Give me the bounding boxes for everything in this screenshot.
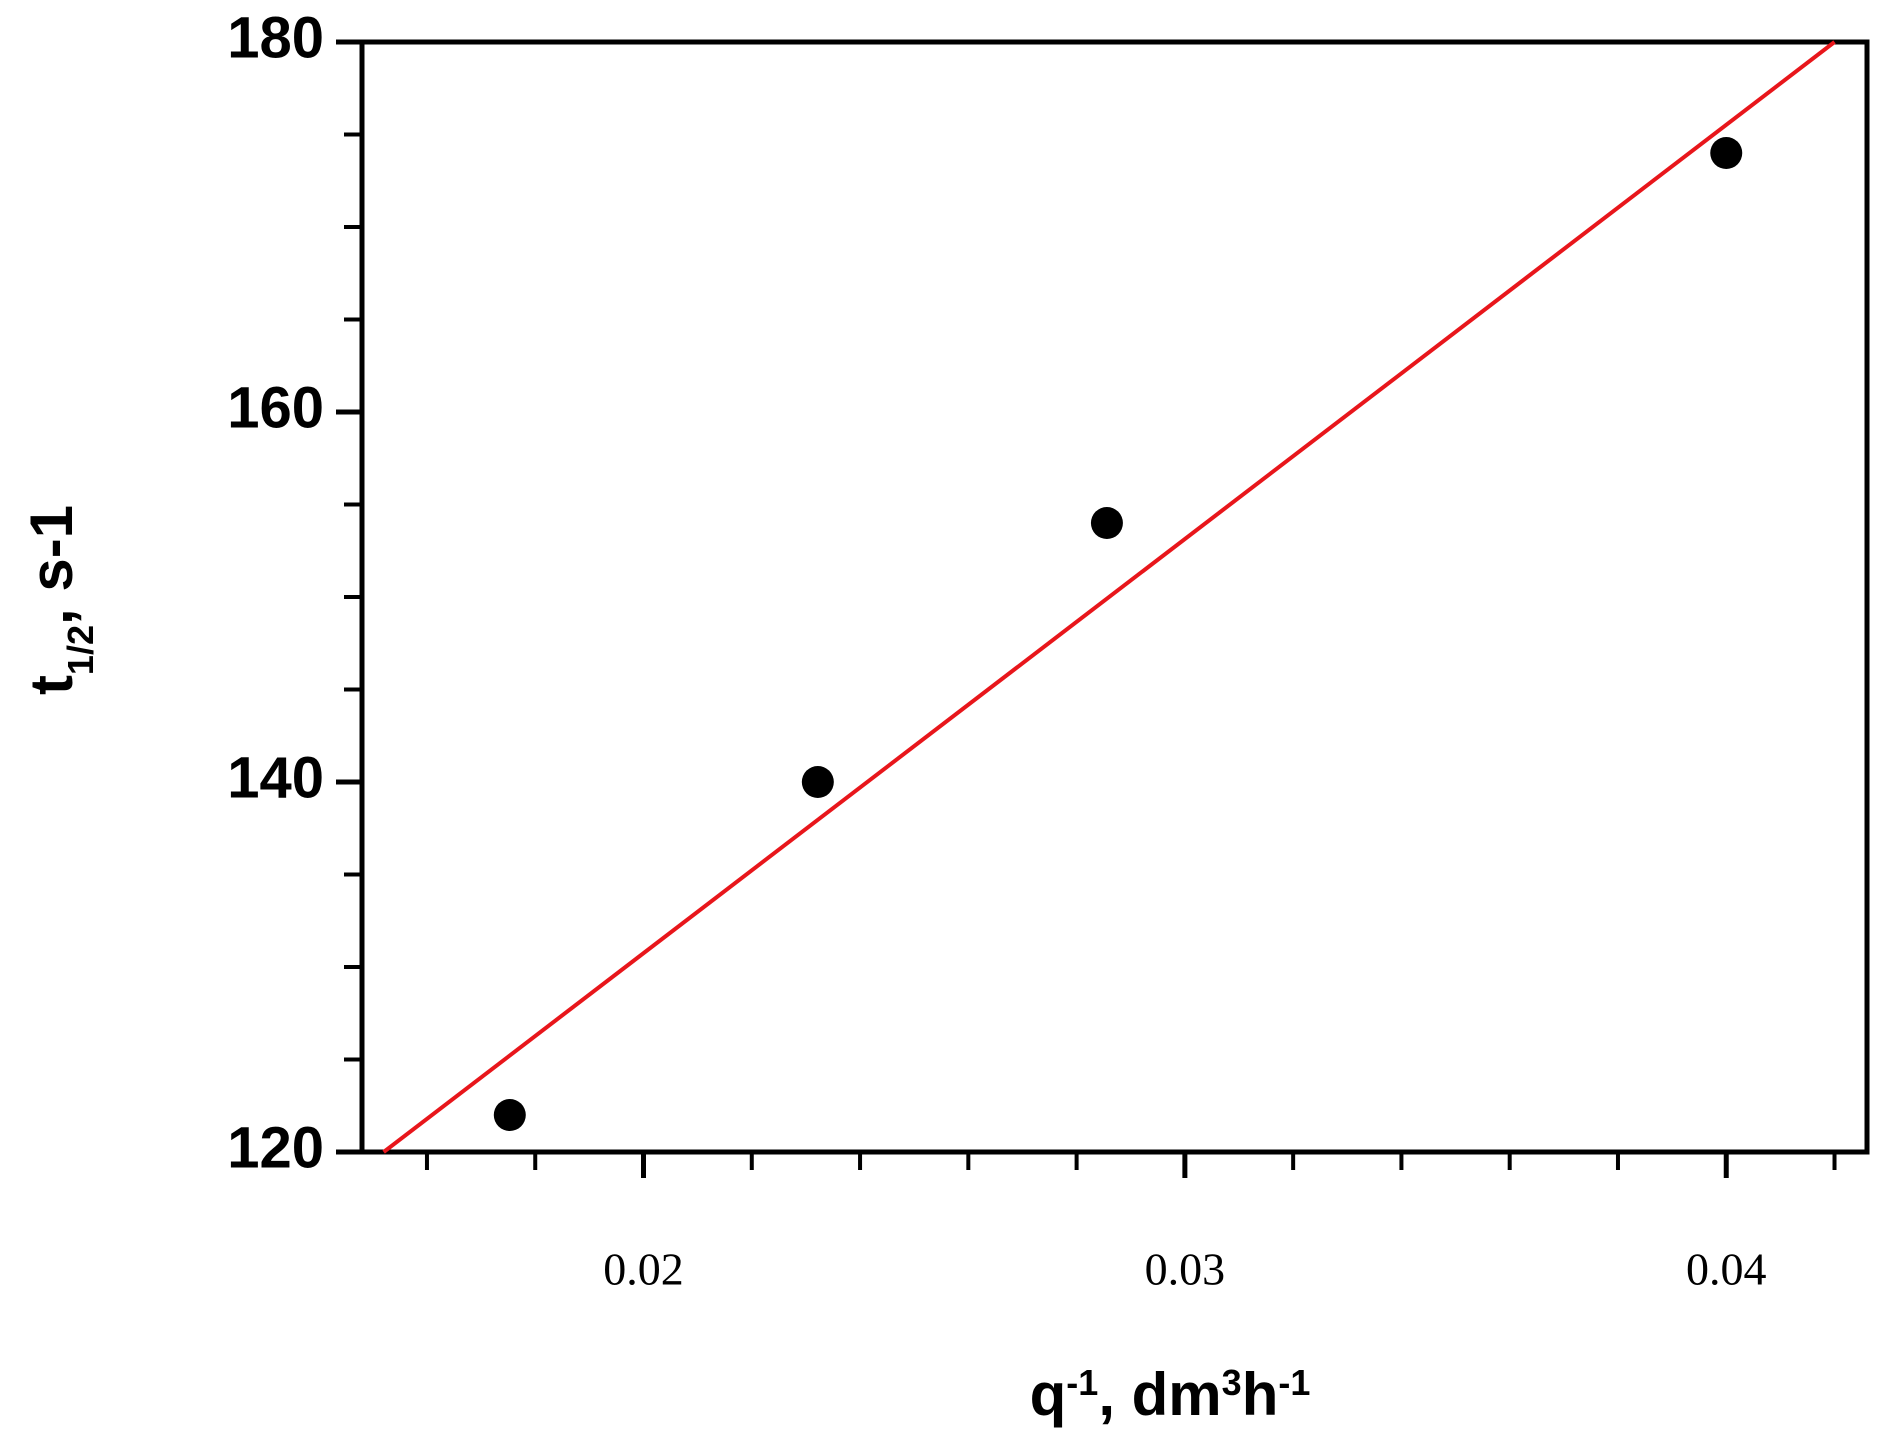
x-axis-label-part: 3 bbox=[1222, 1362, 1242, 1403]
y-tick-label: 180 bbox=[227, 5, 324, 70]
x-axis-label-part: q bbox=[1030, 1361, 1067, 1428]
fit-line bbox=[382, 40, 1836, 1154]
data-point bbox=[1710, 137, 1743, 169]
x-axis-label: q-1, dm3h-1 bbox=[1030, 1361, 1311, 1428]
data-point bbox=[801, 766, 834, 798]
x-axis-label-part: -1 bbox=[1278, 1362, 1310, 1403]
x-tick-label: 0.03 bbox=[1145, 1244, 1226, 1295]
y-axis-label-part: t bbox=[18, 675, 85, 695]
x-tick-label: 0.04 bbox=[1686, 1244, 1767, 1295]
data-point bbox=[1090, 507, 1123, 539]
x-tick-label: 0.02 bbox=[603, 1244, 684, 1295]
x-axis-label-part: , dm bbox=[1098, 1361, 1221, 1428]
y-tick-label: 140 bbox=[227, 745, 324, 810]
y-axis-label: t1/2, s-1 bbox=[18, 505, 101, 695]
y-tick-label: 120 bbox=[227, 1115, 324, 1180]
y-axis-label-part: 1/2 bbox=[60, 625, 101, 675]
plot-frame bbox=[359, 39, 1870, 1155]
x-axis-label-part: -1 bbox=[1066, 1362, 1098, 1403]
data-point bbox=[493, 1099, 526, 1131]
y-axis-label-part: , s-1 bbox=[18, 505, 85, 625]
y-tick-label: 160 bbox=[227, 375, 324, 440]
x-axis-label-part: h bbox=[1242, 1361, 1279, 1428]
